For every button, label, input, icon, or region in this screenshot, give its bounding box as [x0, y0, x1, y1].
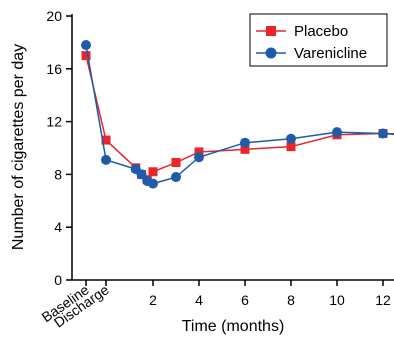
data-point-placebo [194, 147, 204, 157]
data-point-varenicline [194, 152, 204, 163]
x-tick-label: 10 [329, 292, 345, 308]
data-point-varenicline [332, 127, 342, 138]
data-point-placebo [171, 158, 181, 168]
x-tick-label: 8 [287, 292, 295, 308]
legend-varenicline-marker [265, 47, 277, 59]
data-point-varenicline [136, 169, 147, 180]
data-point-placebo [286, 142, 296, 152]
y-tick-label: 20 [46, 8, 62, 24]
legend-item-varenicline: Varenicline [256, 45, 367, 62]
x-tick-label: 12 [375, 292, 391, 308]
y-tick-label: 4 [54, 219, 62, 235]
y-tick-label: 16 [46, 61, 62, 77]
legend-placebo-marker [266, 26, 276, 36]
x-tick-label: 2 [149, 292, 157, 308]
data-point-placebo [148, 167, 158, 177]
data-point-placebo [101, 135, 111, 145]
legend: Placebo Varenicline [249, 13, 388, 67]
data-point-placebo [81, 51, 91, 61]
series-line-placebo [85, 55, 394, 181]
y-axis-label: Number of cigarettes per day [10, 44, 27, 250]
data-point-varenicline [101, 154, 111, 165]
legend-placebo-label: Placebo [294, 23, 348, 40]
data-point-varenicline [148, 178, 158, 189]
y-tick-label: 8 [54, 166, 62, 182]
legend-item-placebo: Placebo [256, 23, 348, 40]
series-layer [81, 40, 394, 189]
data-point-varenicline [286, 133, 296, 144]
y-tick-label: 0 [54, 272, 62, 288]
data-point-varenicline [240, 137, 250, 148]
x-axis-label: Time (months) [182, 318, 285, 335]
y-ticks: 0 4 8 12 16 20 [46, 8, 72, 288]
x-tick-label: 4 [195, 292, 203, 308]
x-tick-label: 6 [241, 292, 249, 308]
data-point-varenicline [81, 40, 91, 51]
data-point-varenicline [171, 172, 181, 183]
data-point-varenicline [378, 128, 388, 139]
y-tick-label: 12 [46, 114, 62, 130]
data-point-placebo [240, 144, 250, 154]
legend-varenicline-label: Varenicline [294, 45, 367, 62]
